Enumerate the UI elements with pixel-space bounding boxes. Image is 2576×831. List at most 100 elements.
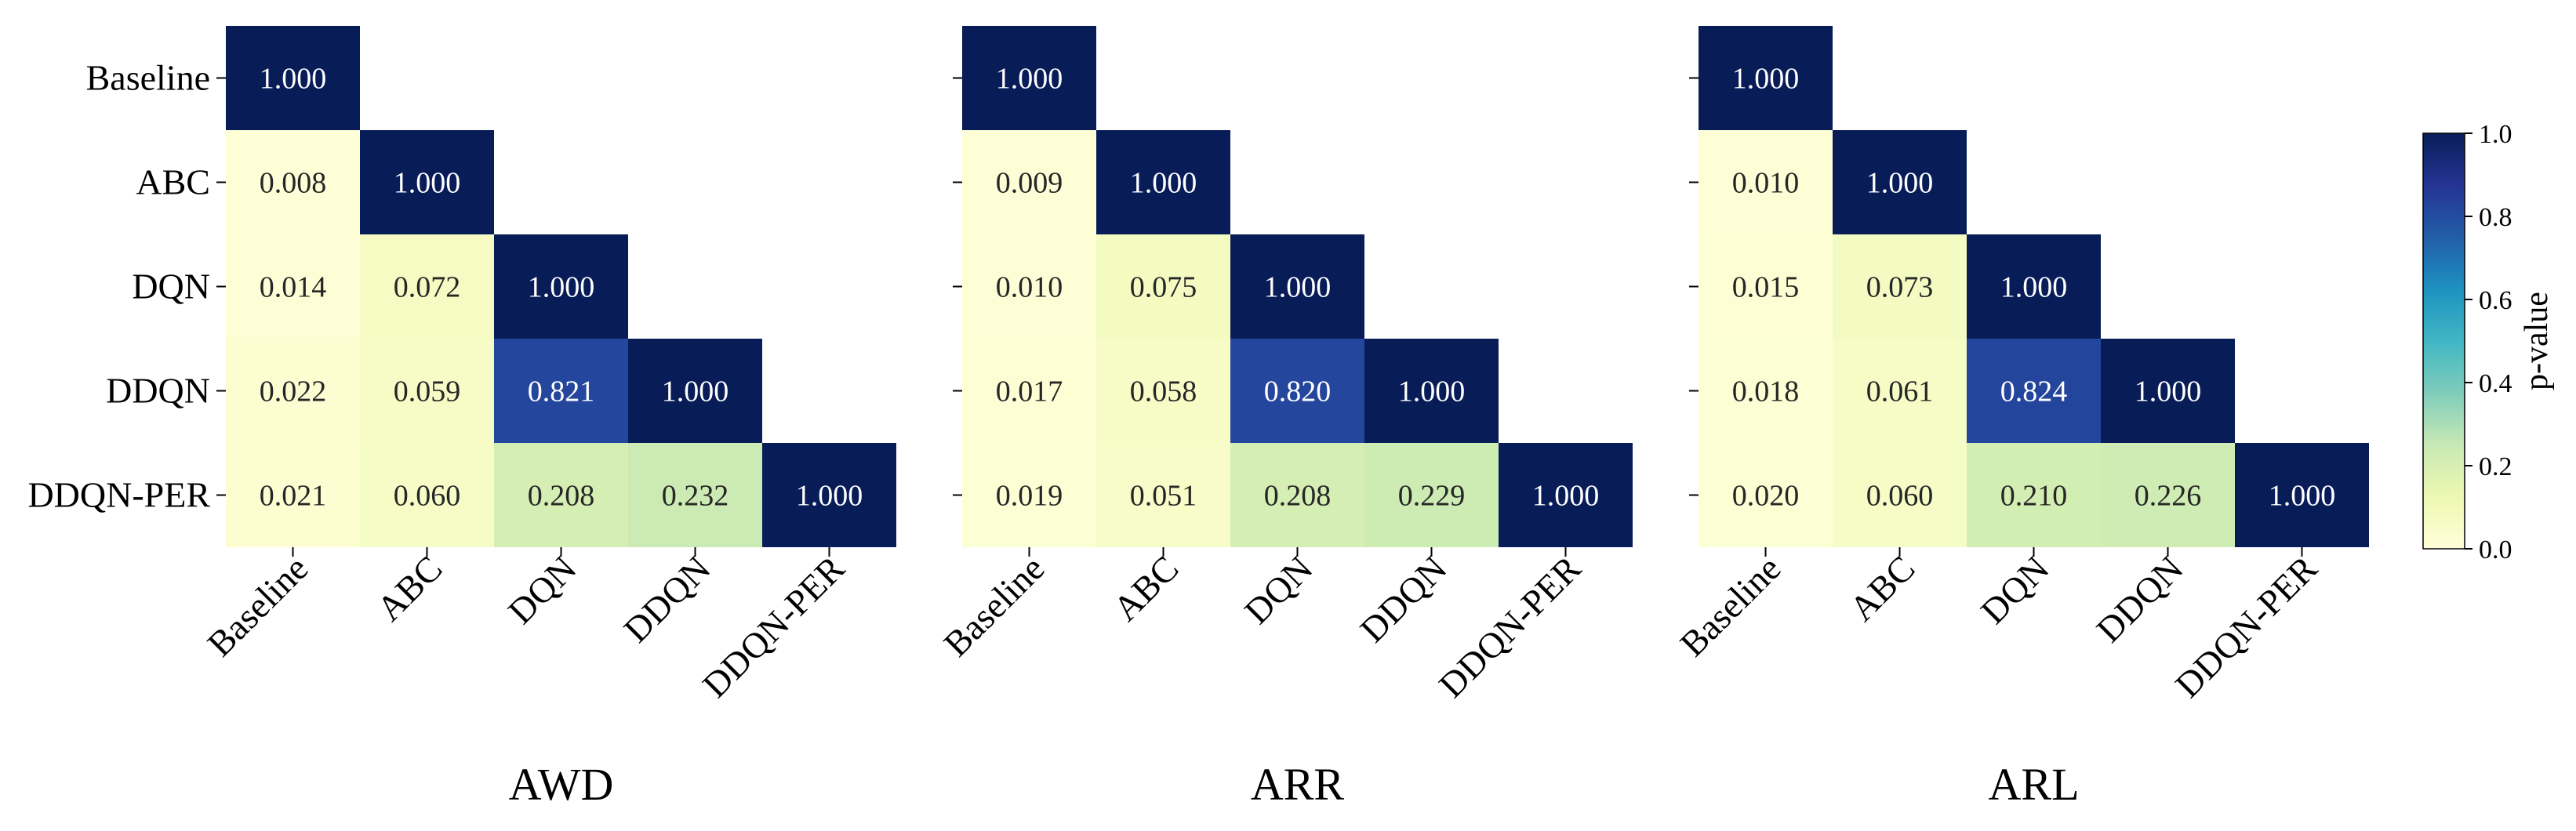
y-tick-label: DDQN xyxy=(106,371,210,411)
heatmap-cell xyxy=(962,443,1096,547)
cell-value-label: 0.210 xyxy=(2000,480,2068,513)
heatmap-cell xyxy=(1096,339,1230,443)
heatmap-cell xyxy=(962,26,1096,130)
cell-value-label: 1.000 xyxy=(2269,480,2336,513)
x-tick-label: Baseline xyxy=(936,548,1052,664)
heatmap-cell xyxy=(1967,443,2101,547)
cell-value-label: 0.060 xyxy=(394,480,461,513)
cell-value-label: 0.208 xyxy=(1264,480,1332,513)
cell-value-label: 0.208 xyxy=(528,480,595,513)
x-tick-label: DQN xyxy=(1237,548,1321,632)
x-tick-label: ABC xyxy=(369,548,450,629)
x-tick-label: ABC xyxy=(1842,548,1923,629)
cell-value-label: 0.072 xyxy=(394,271,461,304)
cell-value-label: 0.020 xyxy=(1732,480,1800,513)
heatmap-cell xyxy=(226,339,360,443)
heatmap-cell xyxy=(1833,130,1967,234)
heatmap-cell xyxy=(360,339,494,443)
colorbar-tick-label: 0.2 xyxy=(2479,452,2512,481)
cell-value-label: 0.073 xyxy=(1866,271,1934,304)
y-tick-label: DDQN-PER xyxy=(27,475,210,515)
cell-value-label: 1.000 xyxy=(796,480,863,513)
cell-value-label: 0.058 xyxy=(1130,376,1197,408)
cell-value-label: 0.226 xyxy=(2135,480,2202,513)
heatmap-cell xyxy=(1096,443,1230,547)
colorbar-tick-label: 0.8 xyxy=(2479,203,2512,232)
heatmap-cell xyxy=(762,443,896,547)
heatmap-cell xyxy=(1230,234,1364,339)
x-tick-label: Baseline xyxy=(1672,548,1788,664)
heatmap-cell xyxy=(1096,130,1230,234)
heatmap-cell xyxy=(360,234,494,339)
cell-value-label: 1.000 xyxy=(1130,167,1197,200)
cell-value-label: 0.014 xyxy=(260,271,327,304)
cell-value-label: 0.059 xyxy=(394,376,461,408)
cell-value-label: 1.000 xyxy=(996,63,1063,96)
x-tick-label: DDQN-PER xyxy=(1431,548,1589,706)
heatmap-cell xyxy=(226,443,360,547)
heatmap-panel-awd: 1.000 0.008 1.000 0.014 0.072 1.000 0.022 0.059… xyxy=(27,26,896,810)
cell-value-label: 0.061 xyxy=(1866,376,1934,408)
heatmap-cell xyxy=(494,443,628,547)
heatmap-cell xyxy=(1699,26,1833,130)
cell-value-label: 1.000 xyxy=(2135,376,2202,408)
colorbar-tick-label: 0.0 xyxy=(2479,535,2512,564)
cell-value-label: 0.021 xyxy=(260,480,327,513)
x-tick-label: DDQN xyxy=(1353,548,1455,650)
heatmap-cell xyxy=(1967,339,2101,443)
colorbar-tick-label: 0.6 xyxy=(2479,286,2512,315)
heatmap-cell xyxy=(628,339,762,443)
cell-value-label: 0.018 xyxy=(1732,376,1800,408)
heatmap-cell xyxy=(962,339,1096,443)
x-tick-label: DDQN-PER xyxy=(695,548,852,706)
heatmap-cell xyxy=(1230,443,1364,547)
cell-value-label: 1.000 xyxy=(2000,271,2068,304)
x-tick-label: DDQN-PER xyxy=(2167,548,2325,706)
heatmap-cell xyxy=(1967,234,2101,339)
cell-value-label: 0.824 xyxy=(2000,376,2068,408)
heatmap-cell xyxy=(360,443,494,547)
cell-value-label: 0.022 xyxy=(260,376,327,408)
x-tick-label: DDQN xyxy=(2089,548,2191,650)
heatmap-cell xyxy=(494,234,628,339)
heatmap-cell xyxy=(1699,130,1833,234)
heatmap-cell xyxy=(1230,339,1364,443)
heatmap-cell xyxy=(2101,443,2235,547)
heatmap-cell xyxy=(1833,339,1967,443)
heatmap-cell xyxy=(628,443,762,547)
heatmap-cell xyxy=(1833,443,1967,547)
heatmap-panel-arr: 1.000 0.009 1.000 0.010 0.075 1.000 0.017 0.058… xyxy=(936,26,1633,810)
cell-value-label: 1.000 xyxy=(1398,376,1466,408)
heatmap-cell xyxy=(226,26,360,130)
x-tick-label: DQN xyxy=(1973,548,2057,632)
x-tick-label: DQN xyxy=(500,548,584,632)
panel-title: ARR xyxy=(1251,759,1345,810)
heatmap-cell xyxy=(1499,443,1633,547)
heatmap-cell xyxy=(1699,339,1833,443)
cell-value-label: 0.051 xyxy=(1130,480,1197,513)
heatmap-cell xyxy=(1699,234,1833,339)
cell-value-label: 0.009 xyxy=(996,167,1063,200)
cell-value-label: 0.010 xyxy=(1732,167,1800,200)
heatmap-cell xyxy=(360,130,494,234)
heatmap-cell xyxy=(1096,234,1230,339)
cell-value-label: 0.821 xyxy=(528,376,595,408)
cell-value-label: 0.820 xyxy=(1264,376,1332,408)
cell-value-label: 1.000 xyxy=(662,376,729,408)
cell-value-label: 1.000 xyxy=(394,167,461,200)
x-tick-label: Baseline xyxy=(199,548,315,664)
colorbar-tick-label: 0.4 xyxy=(2479,369,2512,398)
cell-value-label: 1.000 xyxy=(528,271,595,304)
colorbar-gradient xyxy=(2422,132,2465,550)
cell-value-label: 0.019 xyxy=(996,480,1063,513)
heatmap-cell xyxy=(2101,339,2235,443)
heatmap-cell xyxy=(1833,234,1967,339)
heatmap-cell xyxy=(2235,443,2369,547)
heatmap-cell xyxy=(1364,339,1499,443)
cell-value-label: 1.000 xyxy=(1264,271,1332,304)
cell-value-label: 0.010 xyxy=(996,271,1063,304)
cell-value-label: 1.000 xyxy=(1732,63,1800,96)
heatmap-cell xyxy=(494,339,628,443)
colorbar-label: p-value xyxy=(2519,292,2555,390)
